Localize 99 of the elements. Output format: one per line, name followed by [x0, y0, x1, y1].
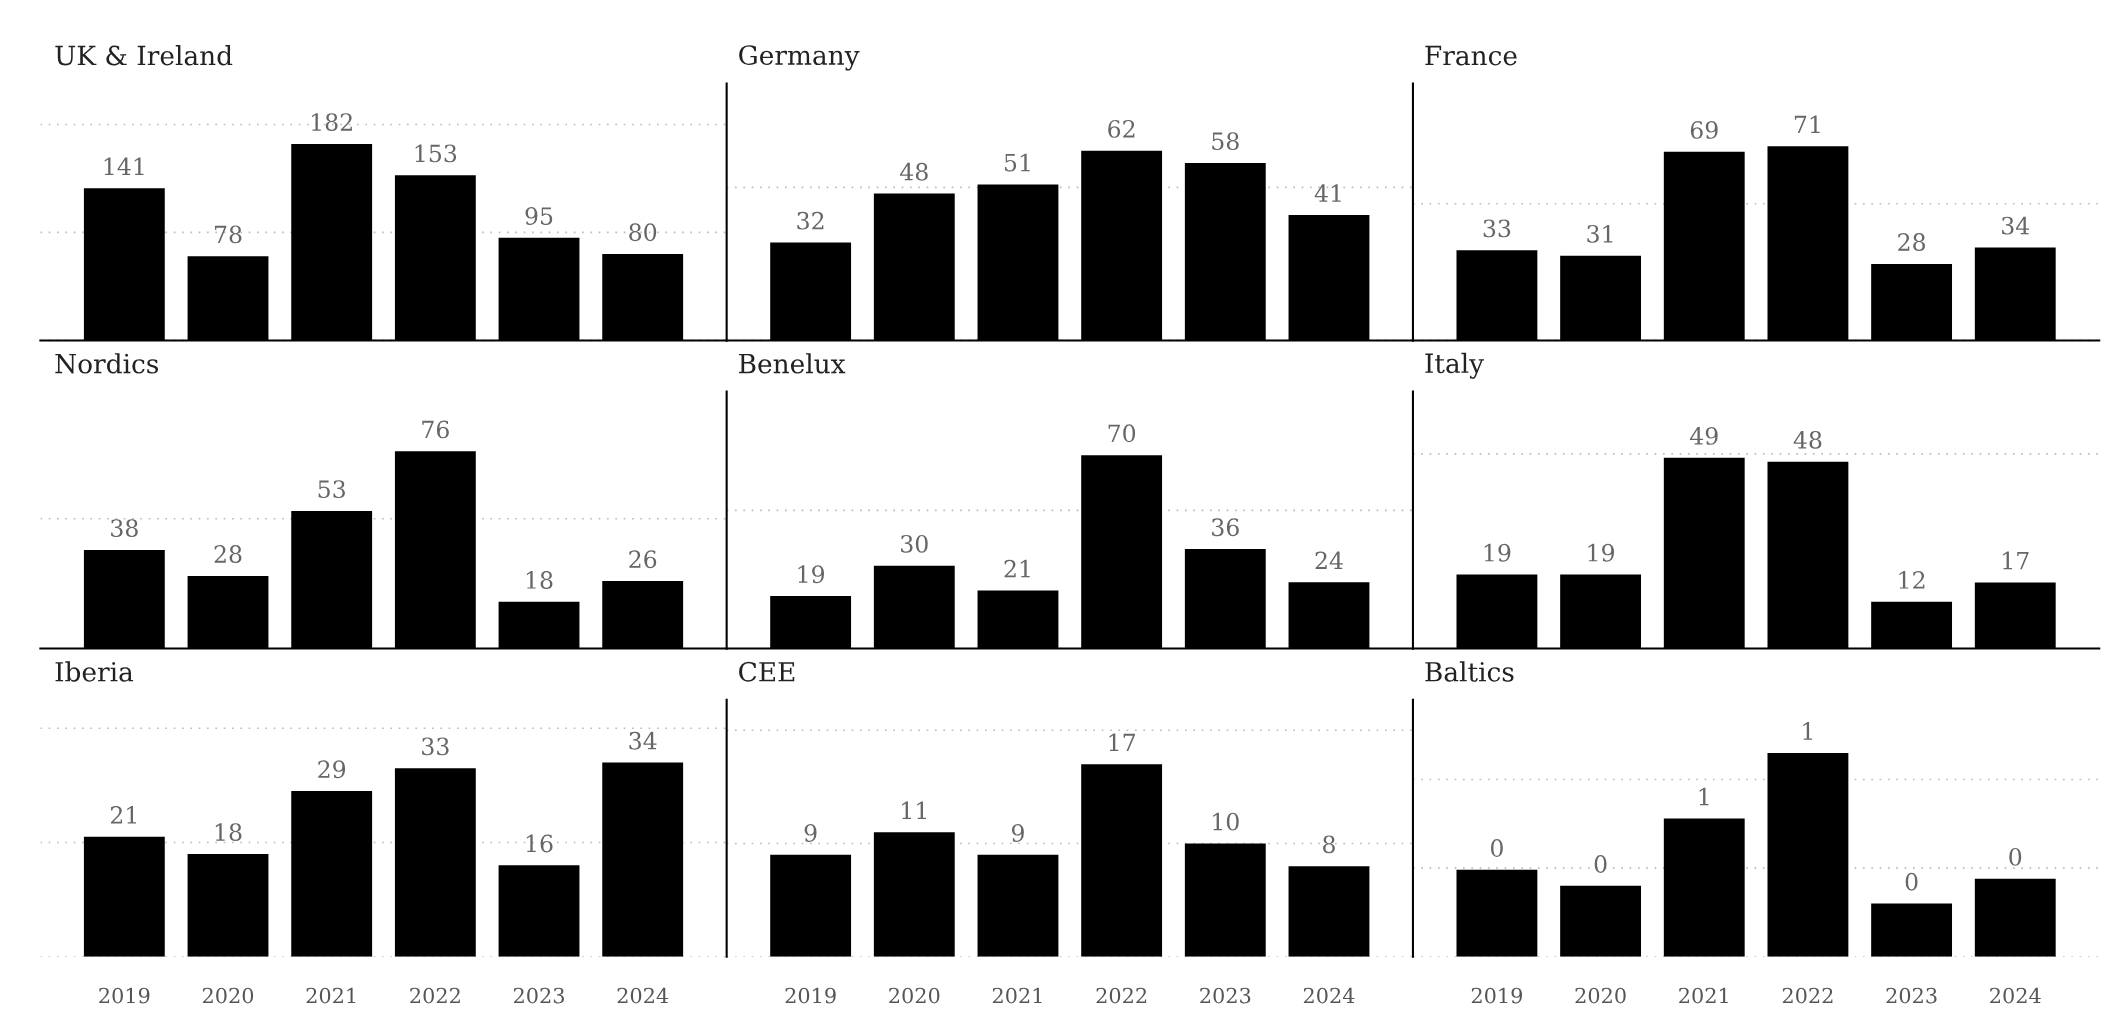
- bar: [977, 854, 1059, 957]
- data-label: 0: [1594, 855, 1607, 873]
- data-label: 30: [901, 534, 928, 553]
- data-label: 1: [1803, 722, 1813, 740]
- chart-title: CEE: [739, 661, 795, 682]
- data-label: 33: [1483, 219, 1511, 238]
- chart-title: Nordics: [55, 353, 158, 374]
- bar: [83, 836, 165, 957]
- chart-title: Iberia: [55, 661, 134, 682]
- data-label: 62: [1108, 119, 1135, 138]
- data-label: 10: [1213, 812, 1239, 831]
- data-label: 19: [798, 565, 825, 584]
- x-tick-label: 2023: [1200, 987, 1251, 1004]
- data-label: 16: [526, 834, 553, 853]
- bar: [291, 791, 373, 957]
- data-label: 33: [422, 737, 449, 756]
- bar: [770, 854, 852, 957]
- chart-title: Germany: [739, 45, 860, 71]
- data-label: 19: [1588, 543, 1615, 562]
- bar: [873, 832, 955, 957]
- bar: [187, 853, 269, 957]
- data-label: 17: [1109, 733, 1135, 751]
- data-label: 19: [1484, 543, 1511, 562]
- data-label: 141: [104, 157, 144, 175]
- x-tick-label: 2024: [1303, 987, 1355, 1004]
- data-label: 41: [1314, 184, 1341, 202]
- chart-title: Italy: [1425, 352, 1484, 379]
- data-label: 26: [629, 550, 657, 569]
- bar: [602, 762, 684, 957]
- x-tick-label: 2021: [992, 987, 1042, 1004]
- data-label: 29: [318, 760, 346, 779]
- bar: [498, 865, 580, 957]
- data-label: 182: [312, 113, 352, 131]
- data-label: 80: [629, 223, 657, 242]
- data-label: 70: [1108, 424, 1136, 443]
- data-label: 69: [1690, 121, 1718, 139]
- chart-title: France: [1425, 45, 1517, 66]
- data-label: 34: [2002, 216, 2030, 235]
- data-label: 21: [110, 806, 137, 824]
- x-tick-label: 2024: [617, 987, 669, 1004]
- bar: [1081, 764, 1163, 957]
- x-tick-label: 2020: [889, 987, 940, 1004]
- x-tick-label: 2022: [1096, 987, 1147, 1004]
- x-tick-label: 2020: [1575, 987, 1626, 1004]
- data-label: 9: [1011, 824, 1024, 842]
- x-tick-label: 2019: [1471, 987, 1523, 1004]
- data-label: 28: [1898, 233, 1926, 251]
- data-label: 71: [1794, 115, 1820, 134]
- x-tick-label: 2021: [306, 987, 356, 1004]
- bar: [1974, 878, 2056, 957]
- data-label: 58: [1212, 132, 1239, 151]
- data-label: 38: [111, 519, 138, 538]
- bar: [1871, 903, 1953, 957]
- data-label: 1: [1699, 787, 1709, 806]
- data-label: 0: [1490, 839, 1503, 857]
- x-tick-label: 2021: [1679, 987, 1728, 1004]
- x-tick-label: 2019: [99, 987, 150, 1004]
- chart-title: Baltics: [1425, 661, 1514, 682]
- data-label: 31: [1587, 224, 1613, 243]
- data-label: 18: [215, 823, 242, 842]
- data-label: 17: [2003, 551, 2029, 570]
- data-label: 34: [629, 731, 657, 750]
- data-label: 9: [804, 824, 817, 842]
- chart-title: Benelux: [739, 353, 846, 374]
- data-label: 11: [902, 801, 926, 819]
- x-tick-label: 2024: [1990, 987, 2041, 1004]
- data-label: 21: [1004, 559, 1030, 578]
- bar: [394, 768, 476, 957]
- data-label: 0: [2009, 847, 2022, 866]
- data-label: 18: [526, 571, 553, 589]
- data-label: 153: [415, 144, 457, 163]
- x-tick-label: 2019: [785, 987, 836, 1004]
- data-label: 48: [1793, 430, 1822, 449]
- data-label: 8: [1323, 835, 1335, 854]
- data-label: 0: [1905, 872, 1918, 891]
- data-label: 24: [1315, 551, 1343, 570]
- x-tick-label: 2022: [1782, 987, 1833, 1004]
- data-label: 32: [797, 211, 824, 230]
- x-tick-label: 2022: [410, 987, 460, 1004]
- data-label: 53: [318, 480, 345, 499]
- bar: [1663, 818, 1745, 957]
- data-label: 12: [1899, 571, 1925, 589]
- data-label: 76: [422, 420, 449, 439]
- data-label: 95: [525, 207, 553, 225]
- x-tick-label: 2023: [1886, 987, 1937, 1004]
- data-label: 28: [214, 545, 242, 563]
- data-label: 48: [900, 162, 928, 181]
- chart-title: UK & Ireland: [55, 45, 233, 66]
- bar: [1288, 866, 1370, 957]
- bar: [1767, 752, 1849, 957]
- bar: [1456, 869, 1538, 957]
- data-label: 49: [1689, 427, 1718, 445]
- bar: [1184, 843, 1266, 957]
- bar: [1560, 885, 1642, 957]
- x-tick-label: 2023: [513, 987, 564, 1004]
- x-tick-label: 2020: [202, 987, 254, 1004]
- data-label: 36: [1212, 518, 1239, 537]
- data-label: 78: [214, 225, 242, 244]
- data-label: 51: [1004, 153, 1030, 172]
